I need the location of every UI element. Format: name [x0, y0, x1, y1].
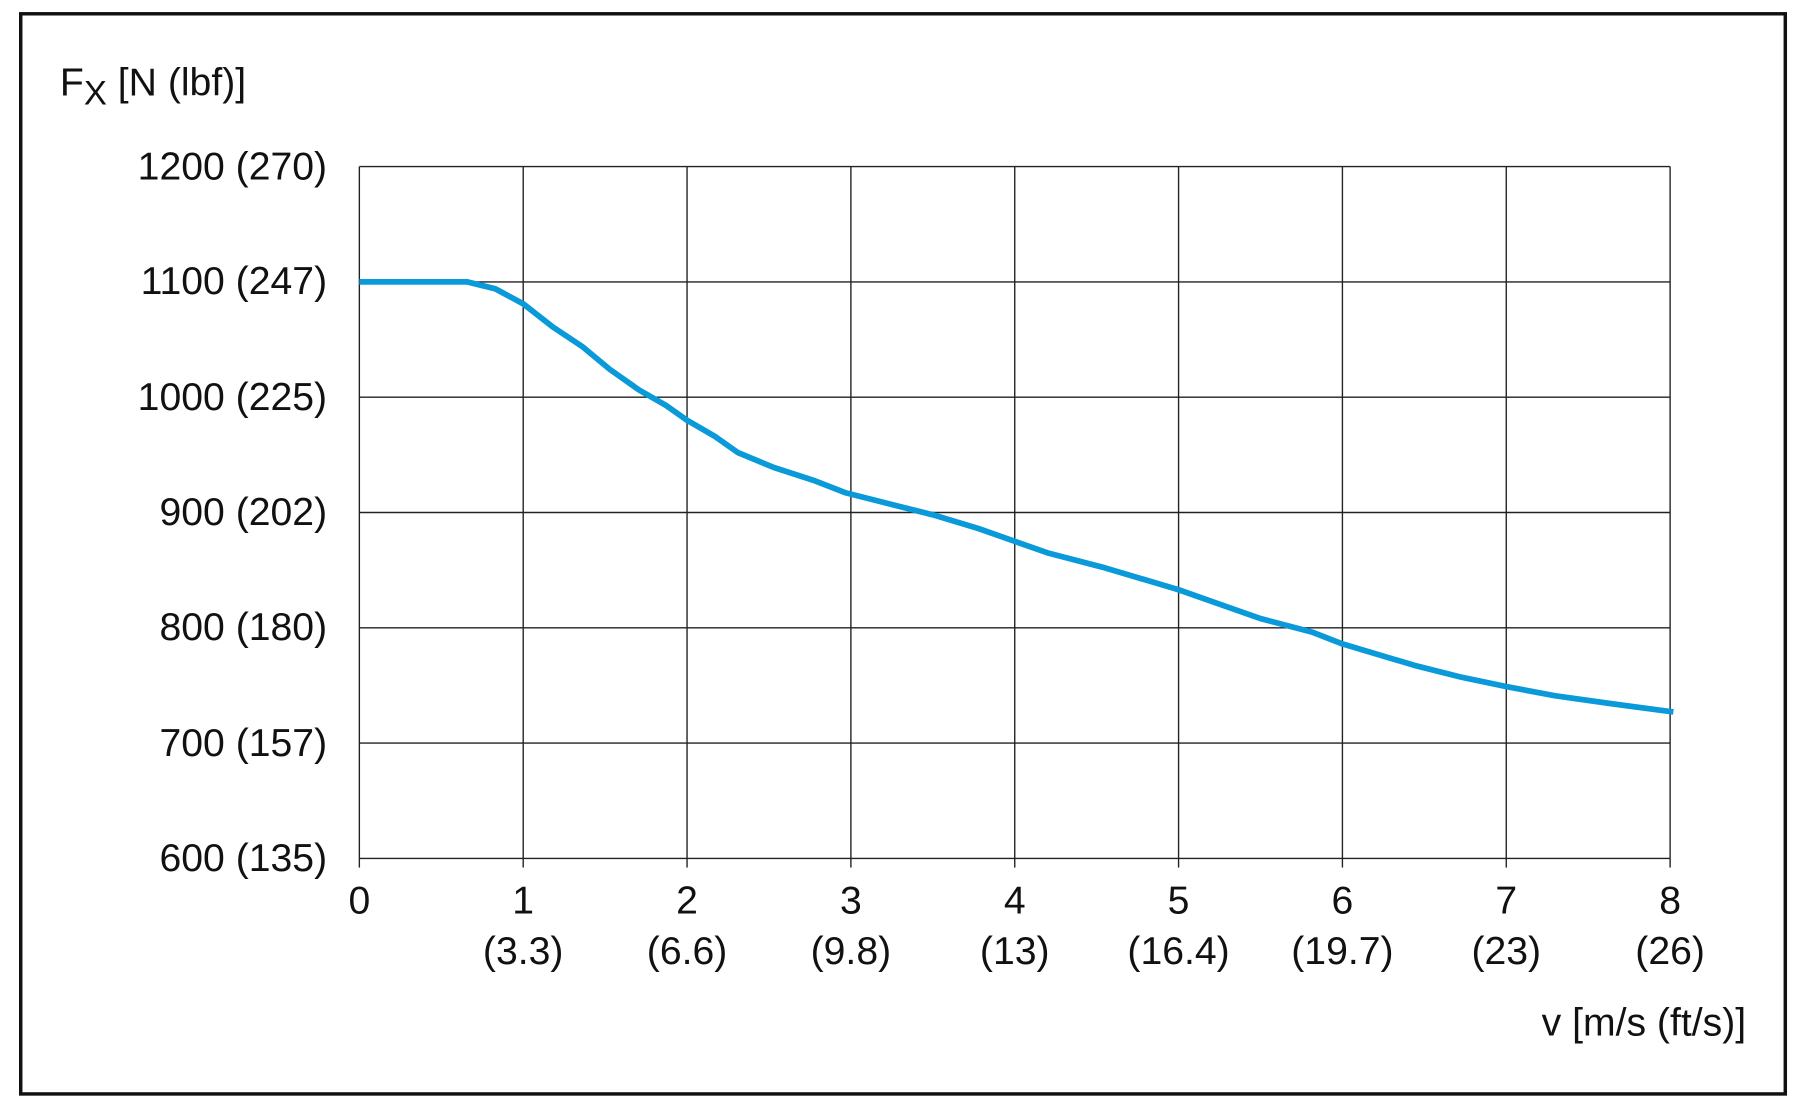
x-tick-label: 8 (26) [1635, 879, 1705, 974]
y-tick-label: 1000 (225) [137, 375, 328, 420]
y-tick-label: 1200 (270) [137, 144, 328, 189]
x-tick-label: 6 (19.7) [1291, 879, 1394, 974]
x-axis-title: v [m/s (ft/s)] [1541, 1000, 1747, 1045]
x-tick-label: 0 [348, 879, 371, 923]
y-axis-title: FX [N (lbf)] [60, 57, 246, 119]
y-tick-label: 700 (157) [159, 721, 328, 765]
x-tick-label: 7 (23) [1471, 879, 1542, 974]
y-tick-label: 900 (202) [159, 490, 328, 535]
y-tick-label: 1100 (247) [140, 260, 328, 304]
y-tick-label: 600 (135) [159, 836, 328, 881]
y-subscript: X [83, 74, 107, 113]
x-tick-label: 4 (13) [979, 879, 1050, 974]
data-line [359, 279, 1674, 715]
frame [19, 12, 1788, 1096]
y-unit: [N (lbf)] [117, 60, 247, 105]
x-tick-label: 3 (9.8) [810, 879, 892, 974]
y-tick-label: 800 (180) [159, 605, 328, 650]
x-tick-label: 1 (3.3) [482, 879, 564, 974]
x-tick-label: 2 (6.6) [646, 879, 728, 974]
y-symbol: F [59, 60, 84, 105]
x-tick-label: 5 (16.4) [1127, 879, 1230, 974]
